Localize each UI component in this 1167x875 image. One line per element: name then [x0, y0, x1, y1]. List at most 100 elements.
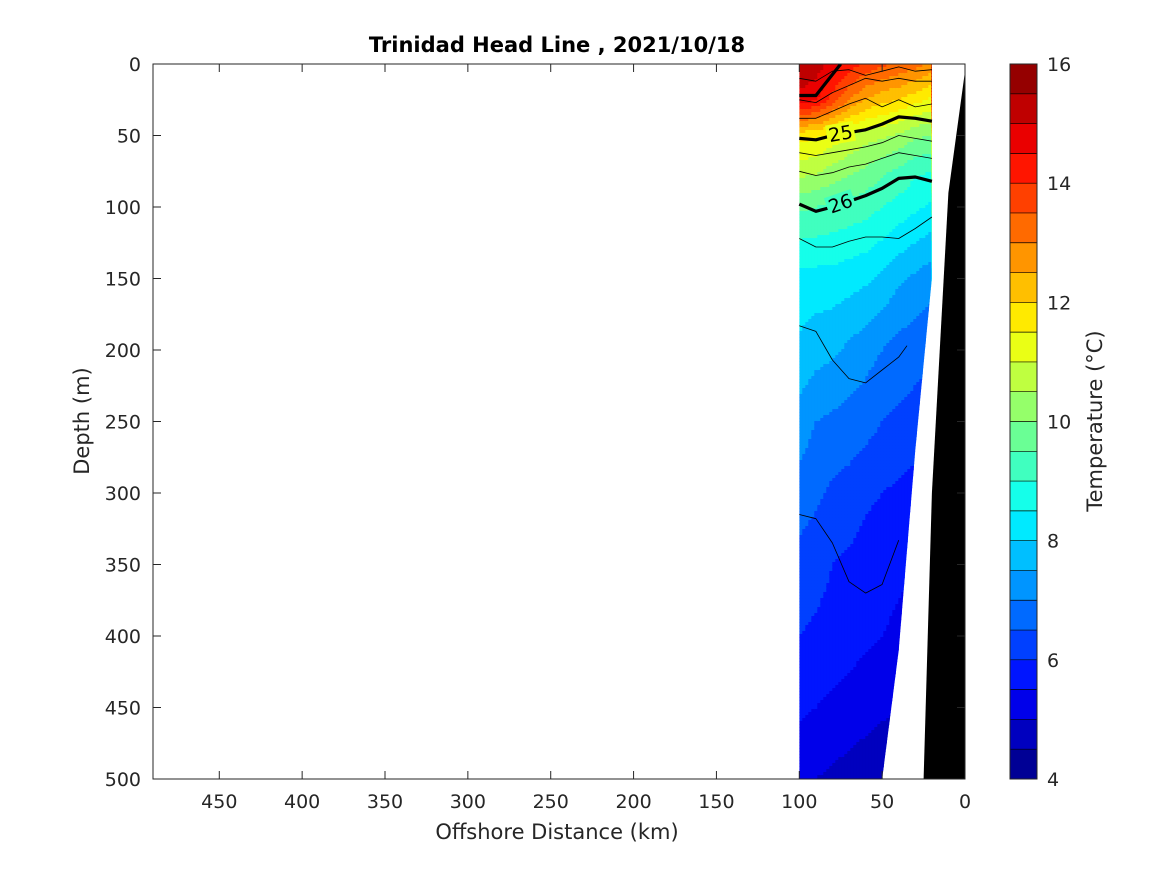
- field-cell: [826, 385, 830, 389]
- field-cell: [811, 586, 815, 590]
- field-cell: [802, 634, 806, 638]
- field-cell: [799, 484, 803, 488]
- field-cell: [811, 304, 815, 308]
- field-cell: [850, 532, 854, 536]
- field-cell: [808, 424, 812, 428]
- field-cell: [853, 706, 857, 710]
- field-cell: [808, 673, 812, 677]
- field-cell: [841, 235, 845, 239]
- field-cell: [835, 706, 839, 710]
- field-cell: [844, 259, 848, 263]
- field-cell: [832, 64, 836, 68]
- field-cell: [829, 166, 833, 170]
- field-cell: [832, 418, 836, 422]
- field-cell: [859, 304, 863, 308]
- field-cell: [838, 481, 842, 485]
- field-cell: [847, 649, 851, 653]
- field-cell: [808, 118, 812, 122]
- field-cell: [811, 460, 815, 464]
- field-cell: [844, 538, 848, 542]
- field-cell: [856, 661, 860, 665]
- field-cell: [820, 190, 824, 194]
- field-cell: [844, 628, 848, 632]
- field-cell: [850, 508, 854, 512]
- field-cell: [838, 85, 842, 89]
- field-cell: [835, 97, 839, 101]
- field-cell: [802, 220, 806, 224]
- field-cell: [844, 310, 848, 314]
- field-cell: [823, 622, 827, 626]
- field-cell: [847, 772, 851, 776]
- field-cell: [811, 682, 815, 686]
- field-cell: [853, 634, 857, 638]
- field-cell: [817, 640, 821, 644]
- field-cell: [838, 253, 842, 257]
- field-cell: [817, 328, 821, 332]
- field-cell: [820, 259, 824, 263]
- field-cell: [838, 508, 842, 512]
- field-cell: [814, 115, 818, 119]
- field-cell: [838, 535, 842, 539]
- field-cell: [859, 232, 863, 236]
- field-cell: [817, 253, 821, 257]
- field-cell: [844, 82, 848, 86]
- field-cell: [823, 760, 827, 764]
- field-cell: [859, 694, 863, 698]
- field-cell: [805, 646, 809, 650]
- field-cell: [811, 343, 815, 347]
- field-cell: [829, 466, 833, 470]
- field-cell: [826, 286, 830, 290]
- field-cell: [832, 607, 836, 611]
- field-cell: [802, 697, 806, 701]
- field-cell: [850, 373, 854, 377]
- field-cell: [844, 406, 848, 410]
- field-cell: [829, 364, 833, 368]
- field-cell: [823, 664, 827, 668]
- field-cell: [805, 388, 809, 392]
- field-cell: [814, 520, 818, 524]
- field-cell: [859, 523, 863, 527]
- field-cell: [811, 307, 815, 311]
- field-cell: [805, 523, 809, 527]
- field-cell: [838, 478, 842, 482]
- field-cell: [814, 541, 818, 545]
- field-cell: [847, 631, 851, 635]
- field-cell: [853, 271, 857, 275]
- field-cell: [832, 160, 836, 164]
- field-cell: [847, 349, 851, 353]
- field-cell: [859, 151, 863, 155]
- field-cell: [802, 439, 806, 443]
- field-cell: [805, 517, 809, 521]
- field-cell: [829, 697, 833, 701]
- field-cell: [835, 385, 839, 389]
- field-cell: [814, 361, 818, 365]
- field-cell: [841, 484, 845, 488]
- field-cell: [844, 343, 848, 347]
- field-cell: [799, 67, 803, 71]
- field-cell: [841, 82, 845, 86]
- field-cell: [850, 706, 854, 710]
- field-cell: [832, 310, 836, 314]
- field-cell: [829, 766, 833, 770]
- field-cell: [838, 652, 842, 656]
- field-cell: [823, 493, 827, 497]
- field-cell: [832, 436, 836, 440]
- field-cell: [823, 154, 827, 158]
- field-cell: [847, 424, 851, 428]
- field-cell: [856, 100, 860, 104]
- field-cell: [856, 634, 860, 638]
- field-cell: [802, 91, 806, 95]
- field-cell: [808, 736, 812, 740]
- field-cell: [853, 772, 857, 776]
- field-cell: [805, 583, 809, 587]
- field-cell: [808, 85, 812, 89]
- field-cell: [835, 625, 839, 629]
- field-cell: [856, 769, 860, 773]
- field-cell: [814, 103, 818, 107]
- field-cell: [817, 481, 821, 485]
- field-cell: [820, 514, 824, 518]
- field-cell: [826, 475, 830, 479]
- field-cell: [844, 250, 848, 254]
- field-cell: [844, 541, 848, 545]
- field-cell: [850, 727, 854, 731]
